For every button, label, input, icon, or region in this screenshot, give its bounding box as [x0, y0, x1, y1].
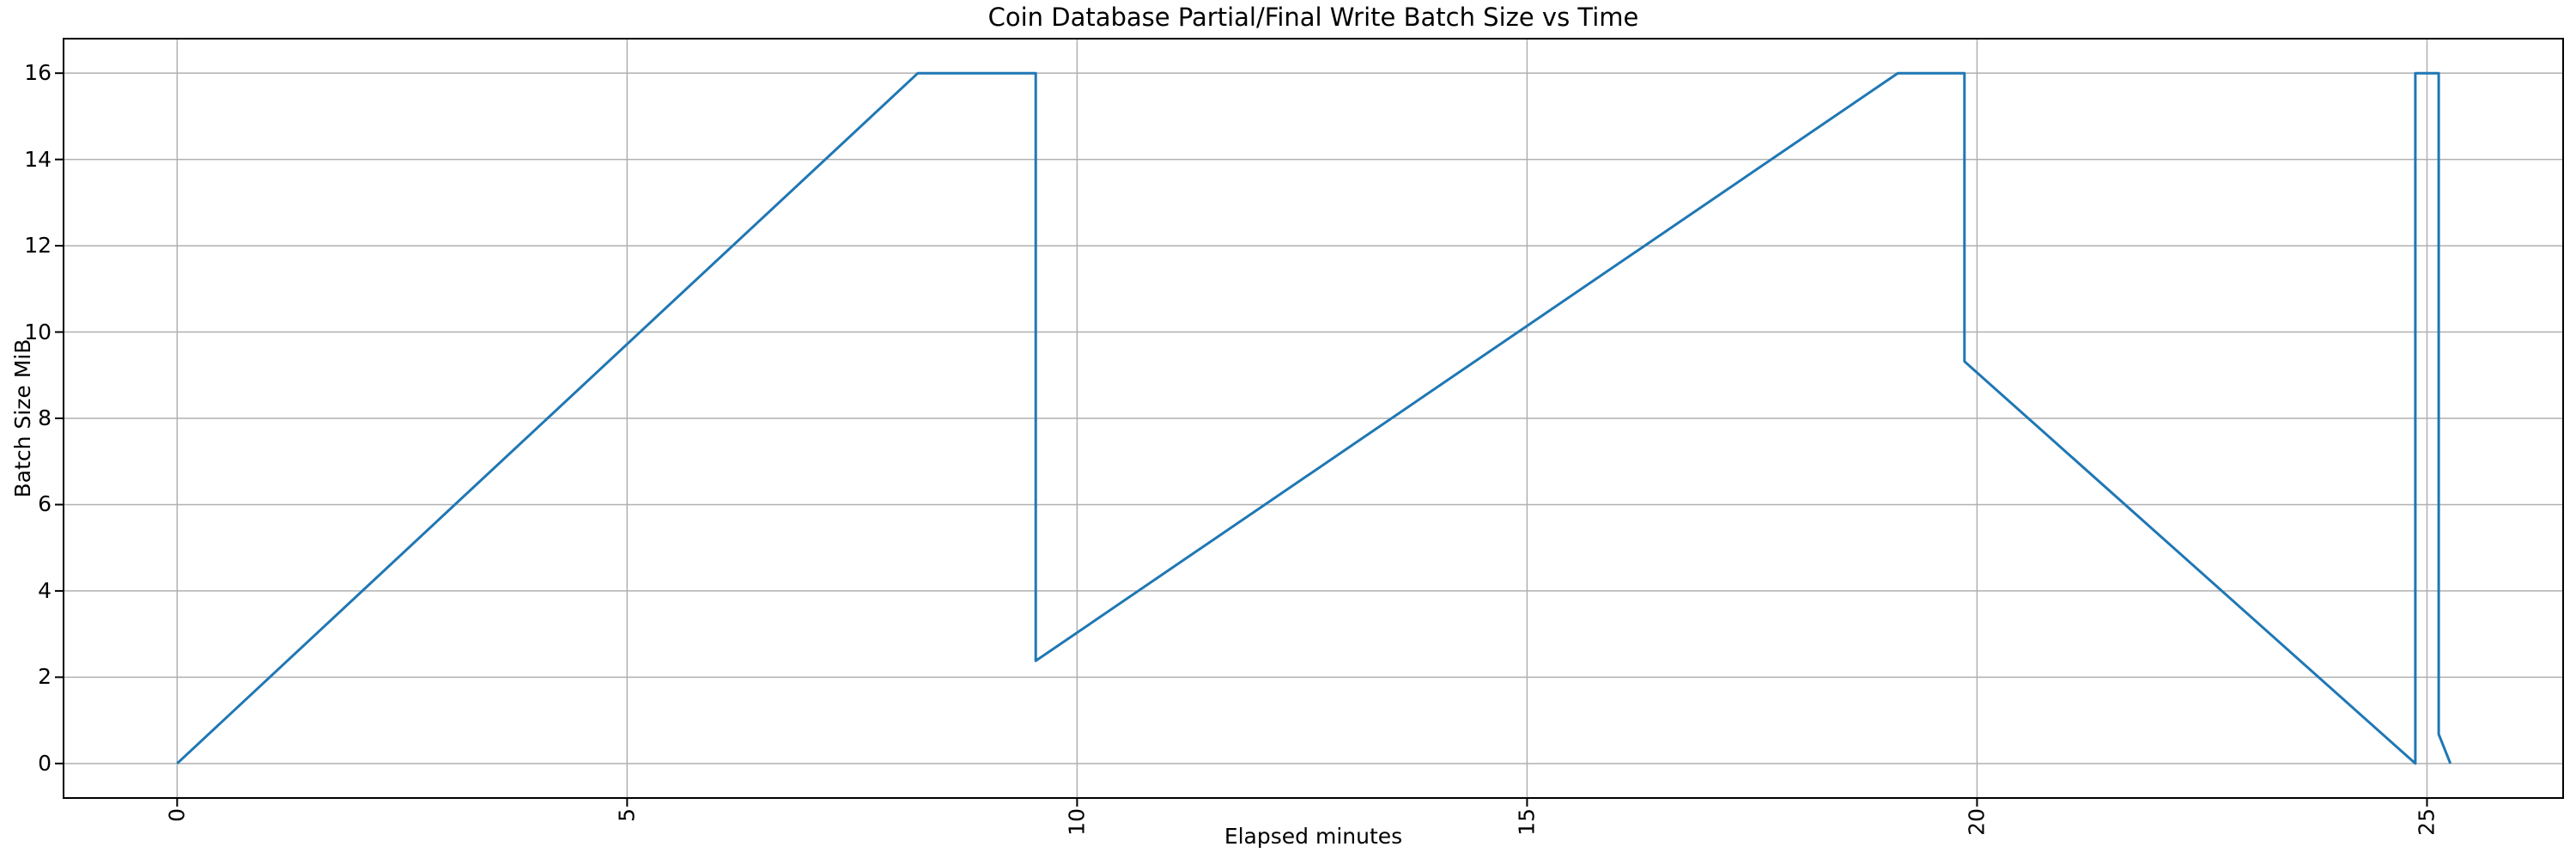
y-tick-label: 12 [24, 233, 52, 259]
x-axis-label: Elapsed minutes [1224, 824, 1403, 849]
x-tick-label: 25 [2414, 808, 2439, 836]
y-tick-label: 8 [38, 405, 52, 430]
x-tick-label: 15 [1514, 808, 1540, 836]
plot-border [63, 38, 2564, 799]
y-tick-label: 2 [38, 664, 52, 690]
y-tick-label: 16 [24, 60, 52, 86]
series-line-batch-size [176, 71, 2452, 765]
chart-title: Coin Database Partial/Final Write Batch … [987, 3, 1639, 32]
x-tick-label: 0 [164, 808, 190, 822]
y-tick-label: 4 [38, 577, 52, 603]
x-tick-label: 10 [1064, 808, 1090, 836]
x-tick-label: 20 [1964, 808, 1990, 836]
y-tick-label: 14 [24, 146, 52, 172]
y-tick-label: 6 [38, 491, 52, 517]
y-tick-label: 10 [24, 319, 52, 344]
x-tick-label: 5 [614, 808, 640, 822]
y-tick-label: 0 [38, 750, 52, 776]
